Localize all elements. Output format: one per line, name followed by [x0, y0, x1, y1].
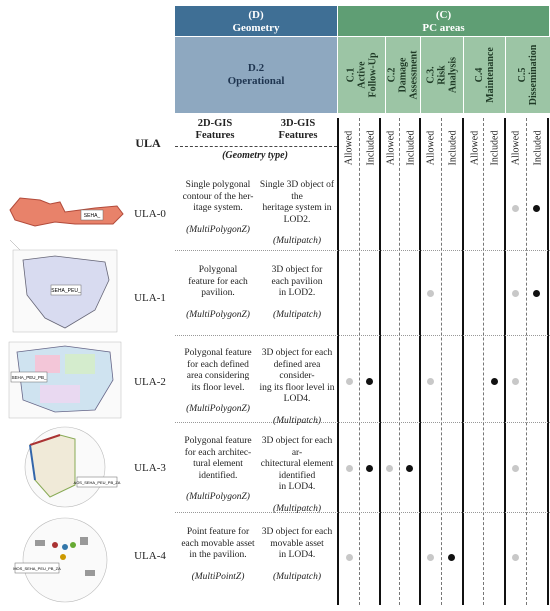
sub-header-allowed: Allowed [343, 130, 355, 166]
operational-title: Operational [227, 75, 285, 87]
ula-label: ULA-2 [134, 376, 166, 388]
grid-line [441, 118, 442, 605]
row-divider [175, 422, 550, 423]
grid-line [526, 118, 527, 605]
included-dot [533, 205, 540, 212]
sub-header-included: Included [532, 130, 544, 166]
ula-label: ULA-0 [134, 208, 166, 220]
allowed-dot [427, 290, 434, 297]
included-dot [448, 554, 455, 561]
row-divider [175, 250, 550, 251]
grid-line [359, 118, 360, 605]
pc-area-c1: C.1 Active Follow-Up [337, 37, 385, 113]
ula-label: ULA-4 [134, 550, 166, 562]
allowed-dot [512, 378, 519, 385]
ula-column-header: ULA [135, 136, 161, 150]
gis2d-header: 2D-GIS Features [195, 118, 235, 141]
geometry-header: (D) Geometry [175, 6, 337, 36]
svg-text:AOS_SEHA_PEU_PB_ZA: AOS_SEHA_PEU_PB_ZA [74, 480, 121, 485]
geometry-code: (D) [248, 9, 264, 21]
grid-line [399, 118, 400, 605]
allowed-dot [346, 378, 353, 385]
operational-header: D.2 Operational [175, 37, 337, 113]
header-divider [175, 146, 337, 147]
allowed-dot [512, 465, 519, 472]
pc-areas-code: (C) [435, 9, 452, 21]
allowed-dot [512, 554, 519, 561]
gis2d-cell: Polygonal feature for each pavilion. (Mult… [186, 265, 250, 320]
allowed-dot [386, 465, 393, 472]
gis3d-cell: 3D object for each defined area consider-… [259, 348, 335, 426]
pc-area-c4: C.4 Maintenance [463, 37, 505, 113]
sub-header-included: Included [447, 130, 459, 166]
pc-area-c2: C.2 Damage Assessment [385, 37, 420, 113]
grid-line [379, 118, 381, 605]
gis3d-cell: 3D object for each pavilion in LOD2. (Mult… [271, 265, 323, 320]
included-dot [491, 378, 498, 385]
sub-header-allowed: Allowed [425, 130, 437, 166]
pavilion-thumbnail: SEHA_PEU_ [9, 240, 118, 333]
pc-area-c3: C.3. Risk Analysis [420, 37, 463, 113]
grid-line [483, 118, 484, 605]
svg-text:SEHA_PEU_PB_: SEHA_PEU_PB_ [11, 375, 47, 380]
sub-header-allowed: Allowed [510, 130, 522, 166]
gis3d-header: 3D-GIS Features [278, 118, 318, 141]
included-dot [533, 290, 540, 297]
grid-line [419, 118, 421, 605]
allowed-dot [346, 465, 353, 472]
grid-line [337, 118, 339, 605]
architectural-elements-thumbnail: AOS_SEHA_PEU_PB_ZA [24, 426, 121, 508]
row-divider [175, 512, 550, 513]
geometry-title: Geometry [232, 22, 280, 34]
svg-text:SEHA_: SEHA_ [84, 213, 101, 219]
included-dot [366, 378, 373, 385]
grid-line [504, 118, 506, 605]
allowed-dot [427, 378, 434, 385]
row-divider [175, 335, 550, 336]
floor-areas-thumbnail: SEHA_PEU_PB_ [8, 341, 122, 419]
gis3d-cell: 3D object for each ar-chitectural elemen… [260, 436, 334, 514]
allowed-dot [512, 290, 519, 297]
site-plan-thumbnail: SEHA_ [9, 197, 124, 227]
gis2d-cell: Polygonal feature for each defined area co… [184, 348, 252, 414]
allowed-dot [427, 554, 434, 561]
gis2d-cell: Polygonal feature for each architec-tural… [184, 436, 252, 502]
allowed-dot [346, 554, 353, 561]
allowed-dot [512, 205, 519, 212]
svg-text:SEHA_PEU_: SEHA_PEU_ [51, 288, 81, 294]
movable-assets-thumbnail: MOS_SEHA_PEU_PB_ZA [13, 517, 108, 603]
ula-label: ULA-3 [134, 462, 166, 474]
ula-label: ULA-1 [134, 292, 166, 304]
gis2d-cell: Point feature for each movable asset in th… [181, 527, 255, 582]
svg-text:MOS_SEHA_PEU_PB_ZA: MOS_SEHA_PEU_PB_ZA [13, 566, 61, 571]
geometry-type-label: (Geometry type) [222, 150, 288, 161]
operational-code: D.2 [247, 62, 265, 74]
pc-areas-header: (C) PC areas [337, 6, 549, 36]
sub-header-included: Included [489, 130, 501, 166]
included-dot [406, 465, 413, 472]
pc-areas-title: PC areas [422, 22, 465, 34]
gis3d-cell: 3D object for each movable asset in LOD4. … [261, 527, 333, 582]
grid-line [547, 118, 549, 605]
pc-area-c5: C.5 Dissemination [505, 37, 550, 113]
gis3d-cell: Single 3D object of the heritage system i… [259, 180, 335, 246]
gis2d-cell: Single polygonal contour of the her-itage… [182, 180, 254, 235]
included-dot [366, 465, 373, 472]
grid-line [462, 118, 464, 605]
